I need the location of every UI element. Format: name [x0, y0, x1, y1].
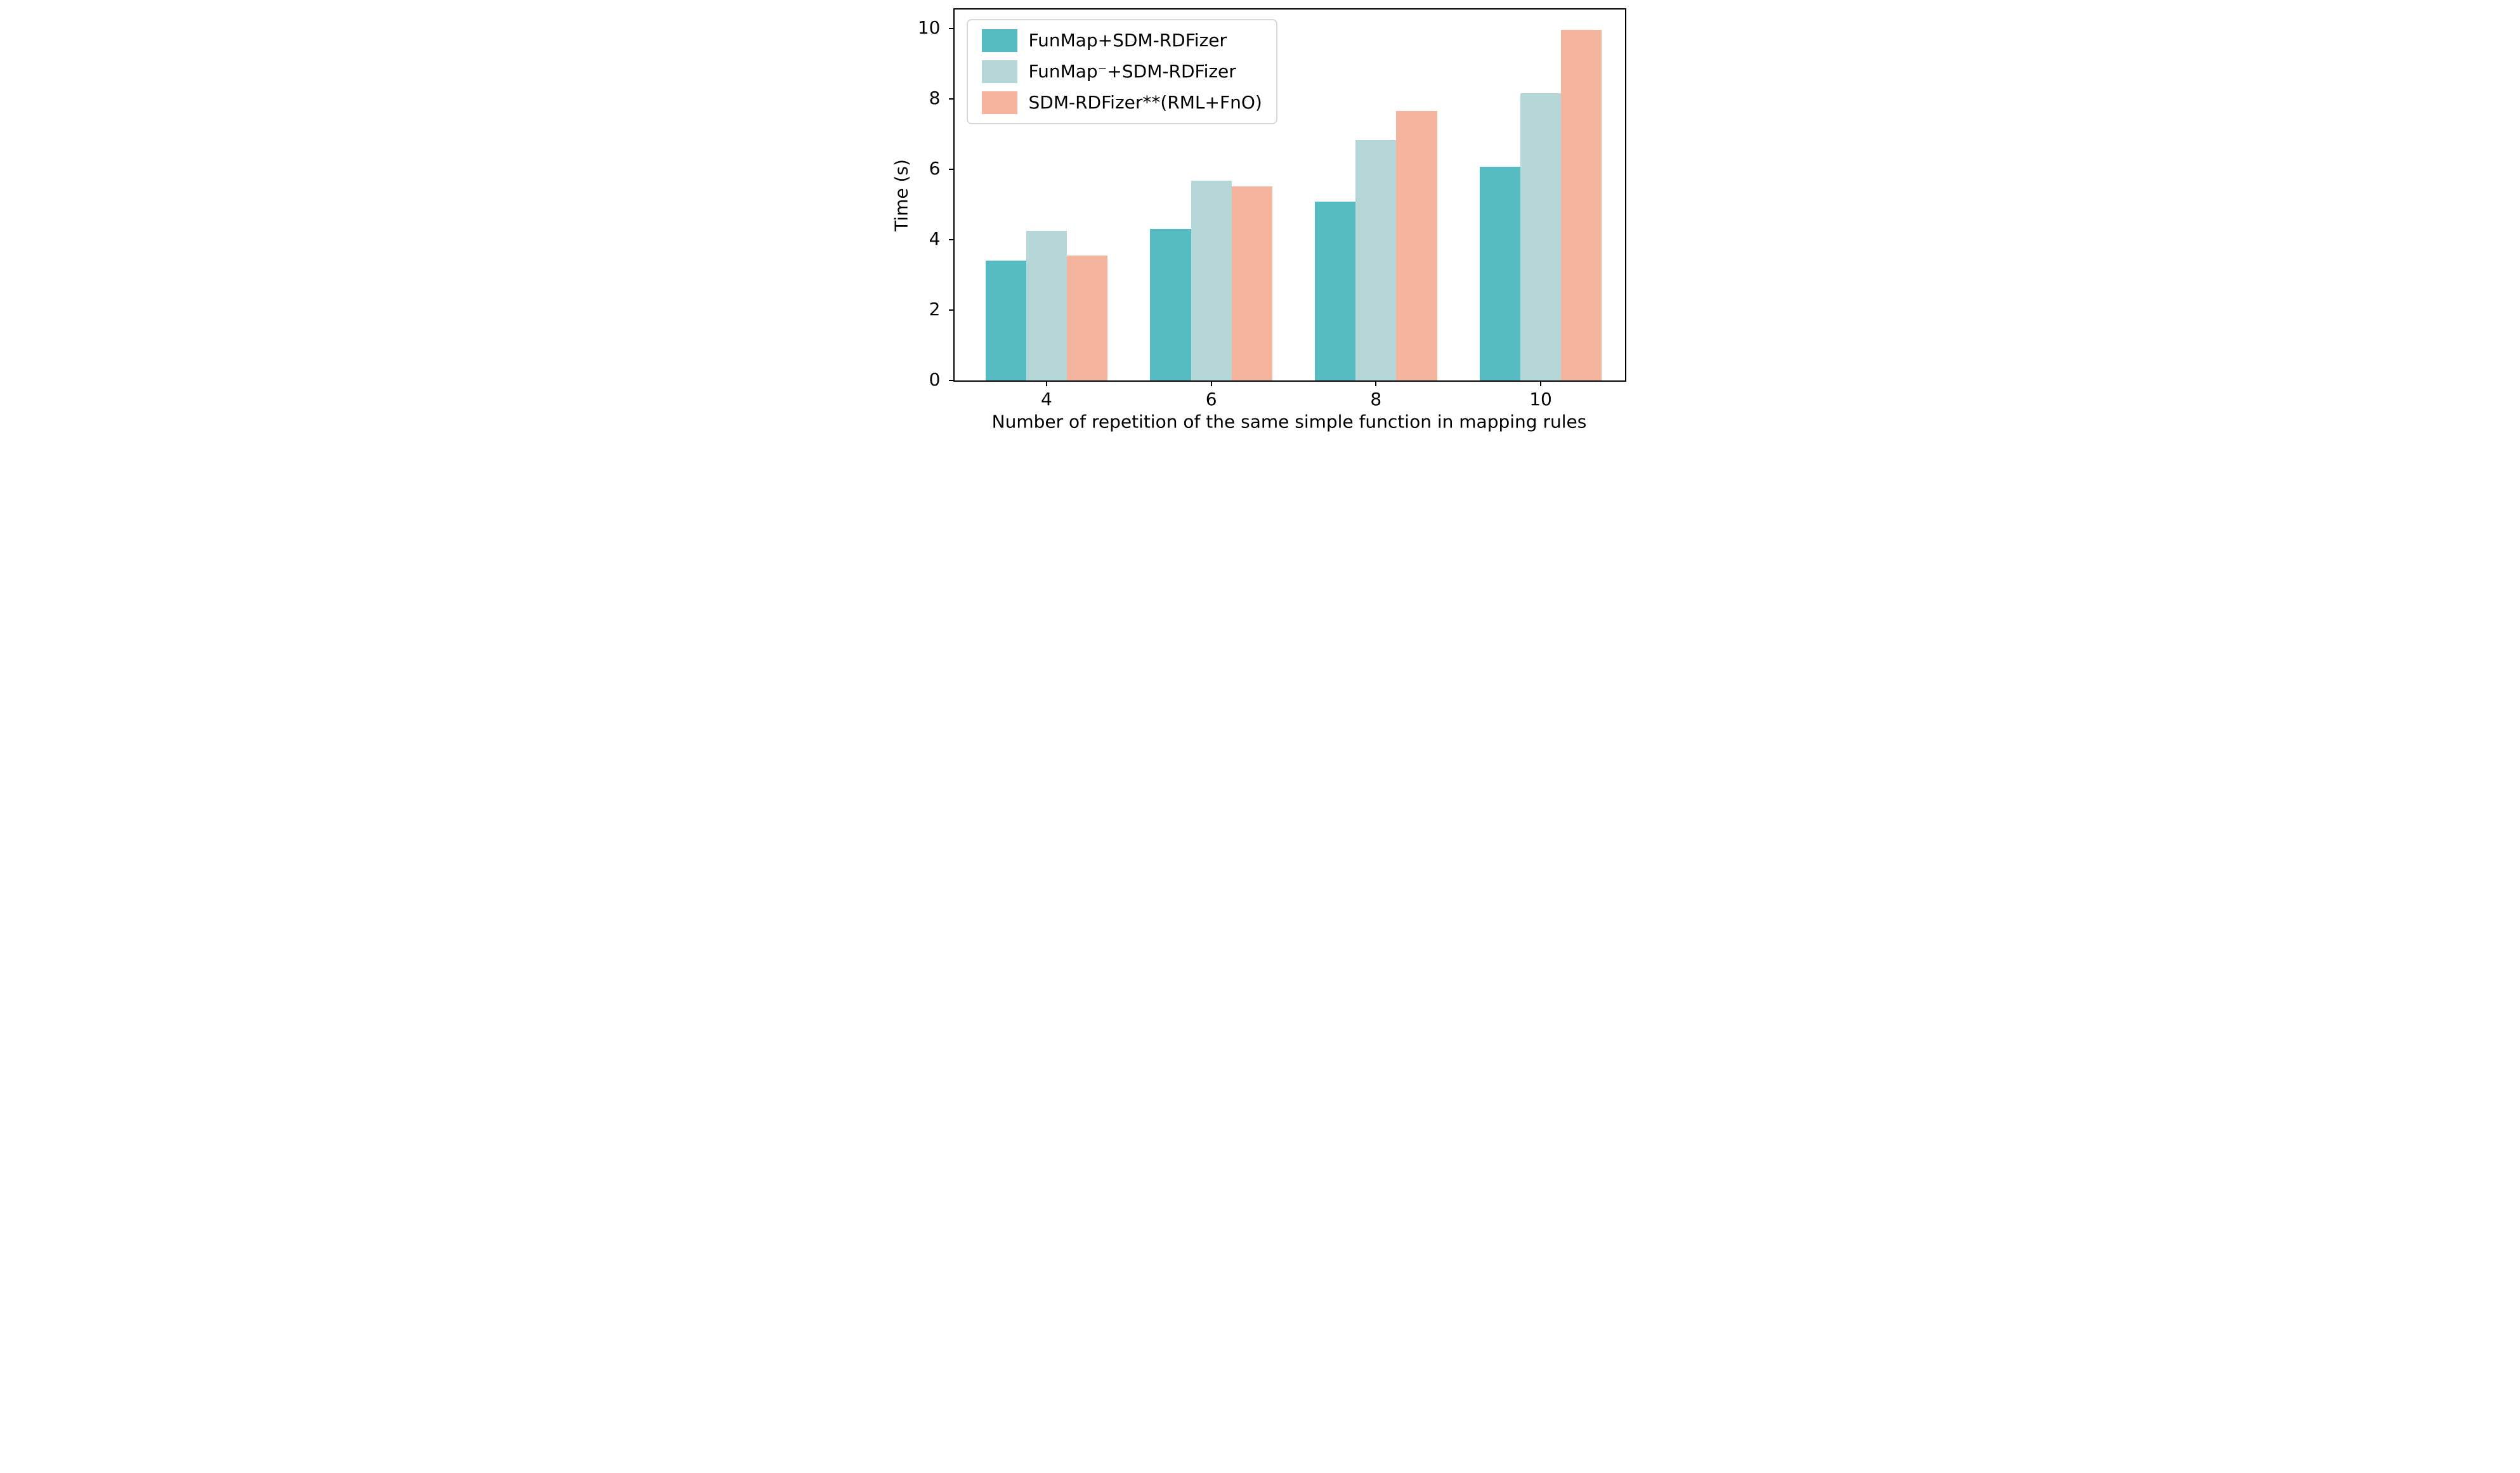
- y-tick-label: 0: [929, 368, 941, 390]
- legend-item: FunMap+SDM-RDFizer: [981, 29, 1262, 52]
- bar: [1561, 30, 1602, 380]
- legend-label: SDM-RDFizer**(RML+FnO): [1028, 91, 1262, 113]
- y-tick-label: 4: [929, 228, 941, 249]
- plot-area: 4 6 8 10 0 2 4 6 8 10 FunMap+SDM-RDFizer FunMap⁻+S…: [918, 8, 1626, 408]
- ticks-layer: 4 6 8 10 0 2 4 6 8 10: [918, 10, 1625, 408]
- y-axis-label: Time (s): [891, 159, 911, 231]
- bar: [1191, 181, 1232, 380]
- legend-color-swatch: [981, 60, 1017, 83]
- y-tick: [948, 309, 955, 311]
- x-tick-label: 8: [1370, 389, 1382, 410]
- bar: [1026, 231, 1067, 380]
- y-tick-label: 6: [929, 157, 941, 179]
- y-tick: [948, 27, 955, 29]
- y-tick: [948, 98, 955, 100]
- x-tick-label: 10: [1529, 389, 1552, 410]
- bar: [1067, 255, 1108, 380]
- y-tick: [948, 238, 955, 240]
- x-tick: [1540, 380, 1542, 386]
- legend-item: SDM-RDFizer**(RML+FnO): [981, 91, 1262, 114]
- x-axis-label: Number of repetition of the same simple …: [991, 411, 1587, 432]
- legend-color-swatch: [981, 91, 1017, 114]
- bar: [985, 261, 1026, 380]
- figure: Time (s) Number of repetition of the sam…: [882, 0, 1638, 442]
- x-tick-label: 4: [1041, 389, 1052, 410]
- y-tick: [948, 380, 955, 381]
- x-tick: [1045, 380, 1047, 386]
- y-tick-label: 2: [929, 298, 941, 320]
- bar: [1396, 111, 1437, 380]
- x-tick-label: 6: [1205, 389, 1217, 410]
- bar: [1520, 93, 1562, 380]
- bar: [1231, 186, 1272, 380]
- bar: [1315, 202, 1356, 380]
- y-tick-label: 10: [917, 16, 941, 38]
- bar: [1150, 229, 1191, 380]
- bar: [1355, 140, 1397, 380]
- x-tick: [1210, 380, 1212, 386]
- legend: FunMap+SDM-RDFizer FunMap⁻+SDM-RDFizer SDM…: [966, 19, 1277, 124]
- legend-color-swatch: [981, 29, 1017, 52]
- x-tick: [1375, 380, 1377, 386]
- y-tick-label: 8: [929, 87, 941, 108]
- legend-item: FunMap⁻+SDM-RDFizer: [981, 60, 1262, 83]
- bars-layer: [955, 10, 1625, 380]
- bar: [1479, 166, 1520, 380]
- legend-label: FunMap+SDM-RDFizer: [1028, 29, 1227, 51]
- legend-label: FunMap⁻+SDM-RDFizer: [1028, 60, 1236, 82]
- y-tick: [948, 168, 955, 170]
